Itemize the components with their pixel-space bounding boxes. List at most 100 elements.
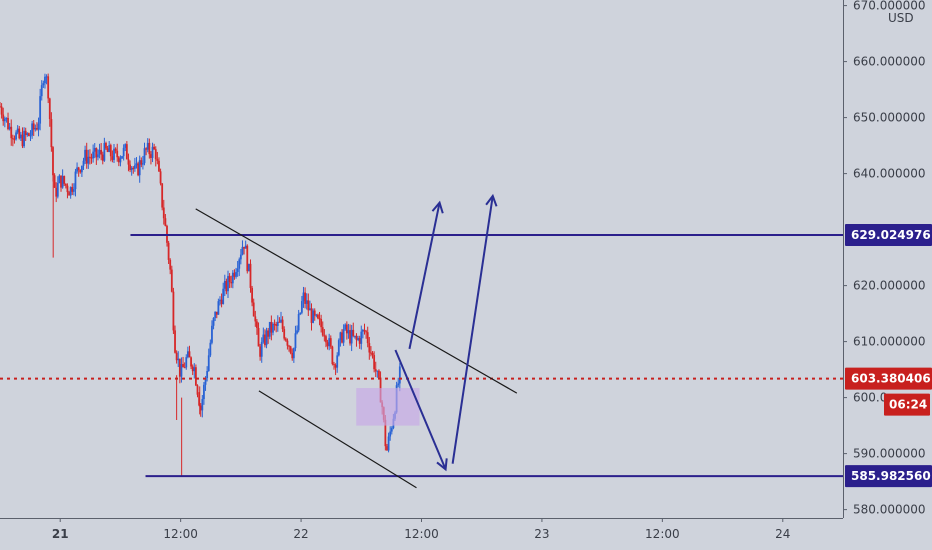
candle-body [199, 405, 202, 411]
candle-body [387, 436, 390, 451]
candle-body [384, 419, 387, 447]
candle-body [378, 370, 380, 378]
candle-body [352, 329, 355, 336]
candle-body [64, 183, 67, 186]
candle-body [52, 147, 54, 176]
candle-body [105, 142, 107, 149]
candle-body [278, 321, 281, 323]
candle-body [198, 394, 201, 406]
last-price-tag-bg [845, 367, 932, 390]
y-tick-label: 580.000000 [853, 503, 926, 517]
candle-body [19, 134, 22, 139]
candle-body [130, 167, 133, 170]
forecast-arrow-1[interactable] [408, 202, 441, 350]
resistance-price-tag: 629.024976 [851, 228, 931, 242]
candle-body [236, 268, 239, 272]
candle-body [307, 300, 310, 311]
currency-label: USD [888, 11, 914, 25]
x-tick-label: 21 [52, 527, 69, 541]
candle-body [212, 317, 215, 326]
channel-upper-line[interactable] [195, 208, 518, 394]
candle-body [21, 134, 24, 147]
candle-body [13, 138, 16, 140]
candle-body [56, 183, 59, 197]
candle-body [302, 292, 305, 302]
candle-body [156, 159, 159, 161]
candle-body [74, 171, 77, 190]
candle-body [342, 329, 345, 343]
candle-body [10, 126, 13, 139]
candle-body [264, 334, 266, 346]
candle-body [37, 123, 40, 130]
candle-body [122, 147, 125, 157]
y-tick-label: 600.0 [853, 391, 887, 405]
candle-body [92, 151, 95, 159]
candle-body [288, 345, 290, 347]
candle-body [222, 288, 225, 304]
candle-body [103, 142, 106, 161]
y-tick-label: 670.000000 [853, 0, 926, 13]
candles-layer [0, 73, 401, 476]
candle-body [32, 123, 35, 130]
candle-body [159, 171, 162, 184]
candle-body [328, 338, 331, 347]
candle-body [146, 142, 149, 150]
candle-body [291, 352, 294, 359]
candle-body [207, 355, 210, 371]
x-tick-label: 22 [293, 527, 308, 541]
candle-body [95, 148, 98, 158]
candle-body [235, 271, 237, 277]
candle-body [98, 149, 101, 155]
candle-body [315, 314, 318, 316]
candle-body [390, 428, 393, 432]
candle-body [150, 154, 152, 158]
last-price-tag: 603.380406 [851, 372, 931, 386]
forecast-arrow-2[interactable] [394, 349, 447, 470]
candle-body [145, 148, 148, 150]
candle-body [125, 144, 128, 160]
candle-body [36, 128, 38, 130]
candle-body [106, 148, 109, 152]
candle-body [386, 446, 388, 451]
channel-lower-line[interactable] [258, 390, 417, 489]
candle-body [79, 169, 82, 173]
candle-body [246, 245, 249, 272]
candle-body [170, 269, 173, 292]
candle-body [368, 343, 371, 353]
candle-body [283, 329, 286, 339]
candle-body [230, 281, 233, 284]
forecast-arrow-3[interactable] [451, 195, 494, 464]
candle-body [341, 332, 343, 343]
candle-body [100, 149, 103, 155]
candle-body [58, 175, 61, 184]
time-axis[interactable]: 21 12:00 22 12:00 23 12:00 24 [52, 518, 791, 541]
candle-body [148, 142, 151, 155]
candle-body [183, 367, 186, 369]
candle-body [350, 329, 353, 344]
candle-body [251, 287, 253, 303]
candle-body [8, 126, 11, 130]
candle-body [284, 338, 287, 341]
candle-body [321, 327, 324, 336]
candle-body [345, 324, 348, 334]
candle-body [300, 301, 303, 313]
x-tick-label: 24 [775, 527, 790, 541]
candle-body [161, 183, 164, 208]
candle-body [85, 149, 88, 164]
candle-body [249, 263, 252, 288]
candle-body [34, 128, 37, 130]
arrow-head [431, 200, 444, 214]
candle-body [114, 148, 117, 151]
candle-body [138, 160, 141, 176]
candle-body [333, 364, 335, 366]
candle-body [137, 163, 139, 176]
accumulation-zone[interactable] [356, 388, 420, 426]
candle-body [299, 312, 302, 315]
candle-body [344, 324, 347, 330]
candle-body [215, 311, 218, 315]
candle-body [241, 246, 244, 255]
price-axis[interactable]: 670.000000 660.000000 650.000000 640.000000… [843, 0, 926, 517]
candle-body [318, 318, 321, 320]
